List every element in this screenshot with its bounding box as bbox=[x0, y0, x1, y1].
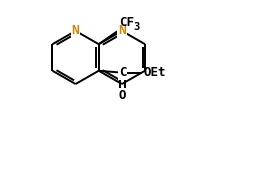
Text: CF: CF bbox=[120, 16, 134, 29]
Text: O: O bbox=[119, 89, 126, 102]
Text: N: N bbox=[72, 24, 80, 37]
Text: 3: 3 bbox=[133, 22, 140, 32]
Text: OEt: OEt bbox=[143, 66, 166, 79]
Text: N: N bbox=[118, 24, 126, 37]
Text: C: C bbox=[119, 66, 126, 79]
